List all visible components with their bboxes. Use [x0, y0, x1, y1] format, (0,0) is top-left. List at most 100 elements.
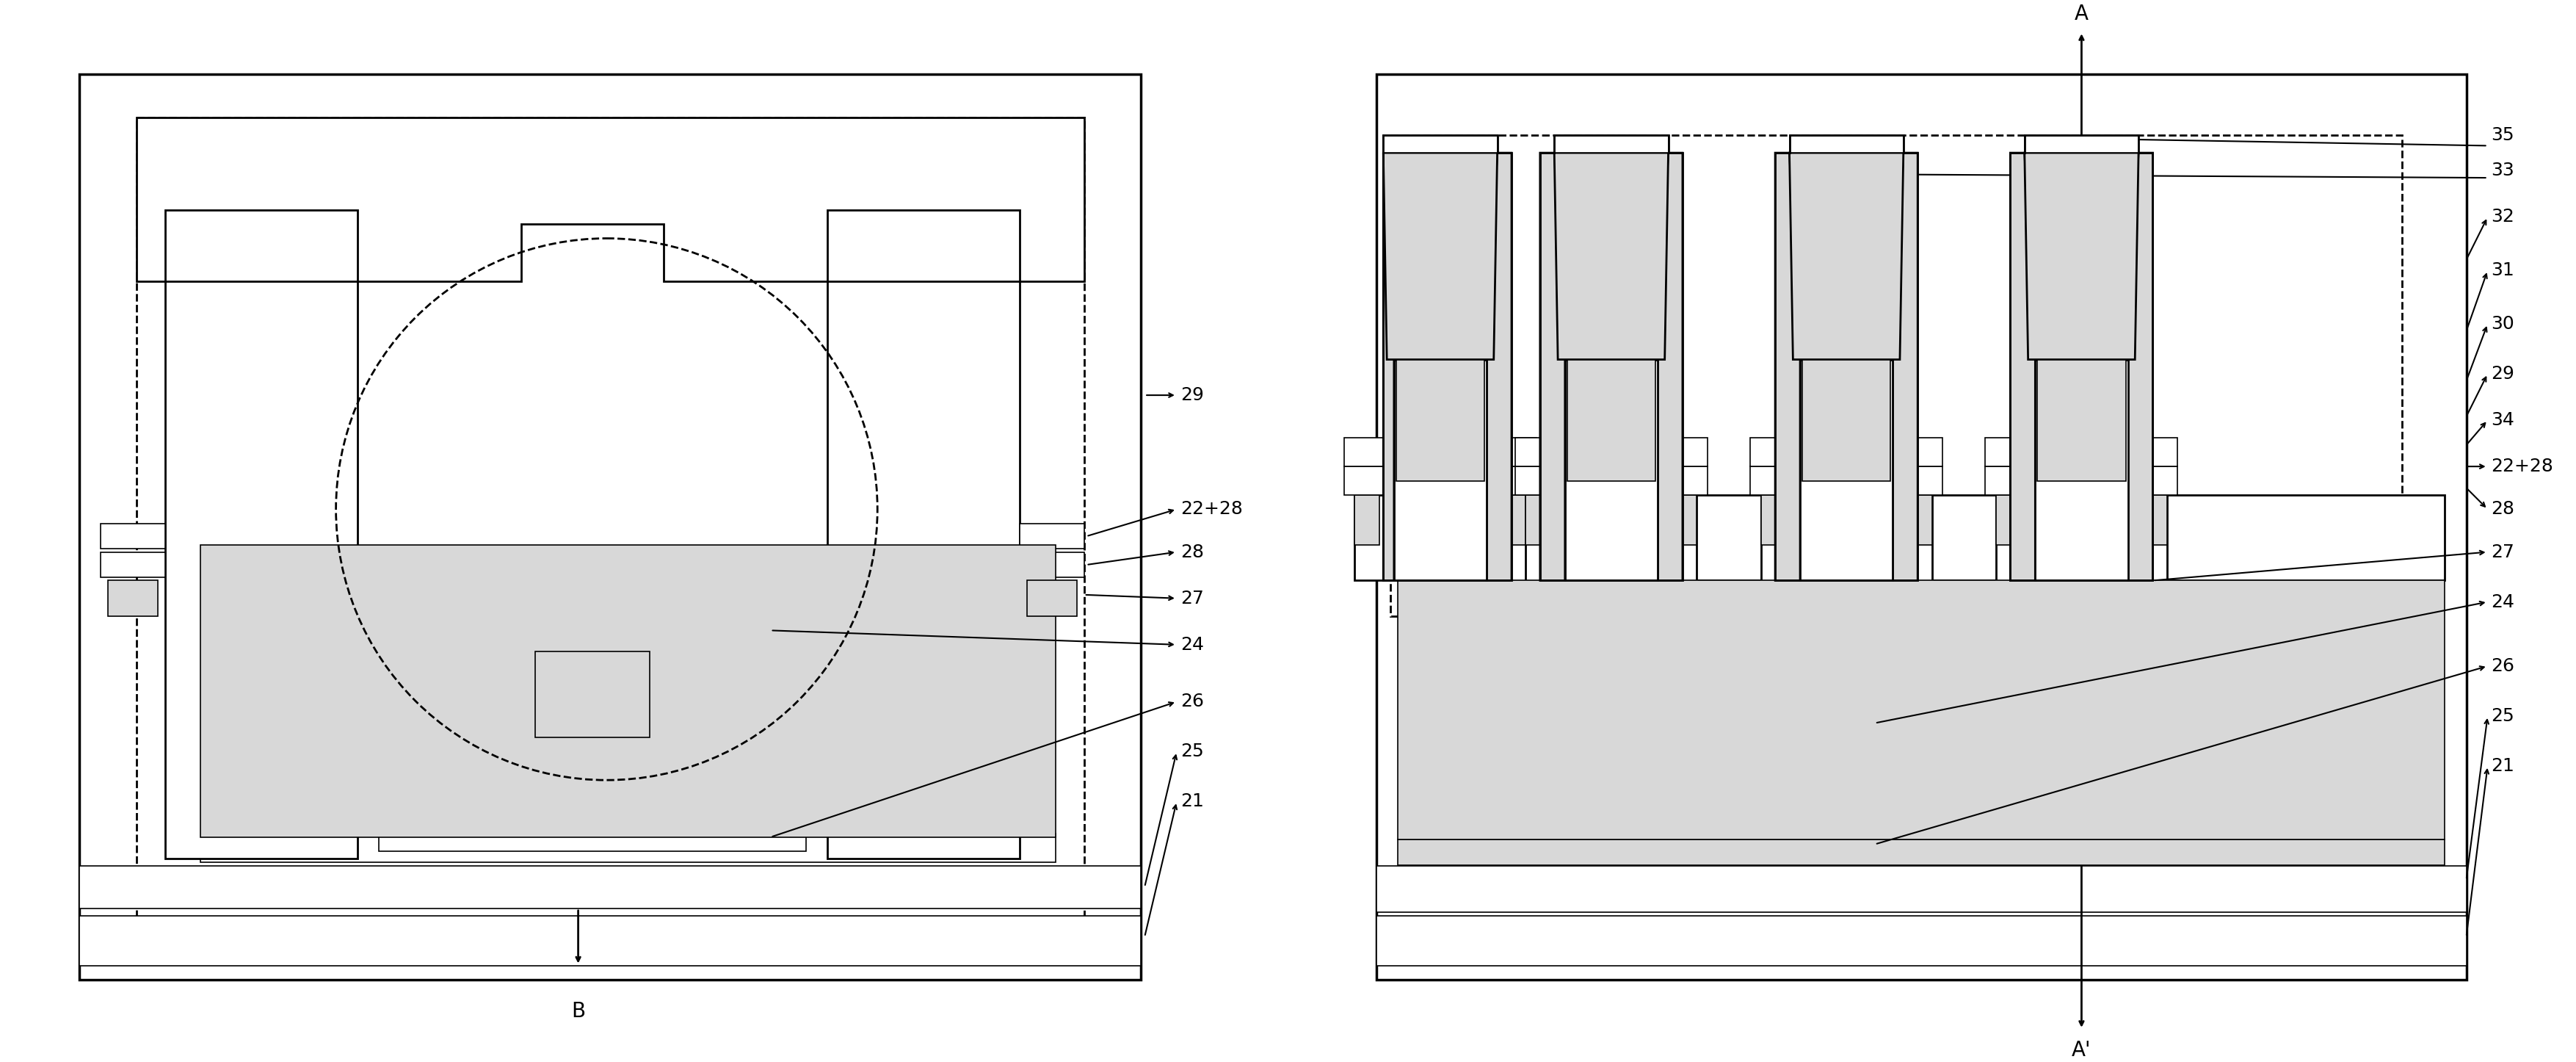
Polygon shape	[1893, 153, 1917, 581]
Polygon shape	[1540, 153, 1566, 581]
Polygon shape	[1028, 581, 1077, 616]
Text: 32: 32	[2491, 208, 2514, 226]
Polygon shape	[1906, 495, 1932, 545]
Polygon shape	[1932, 495, 1996, 581]
Polygon shape	[2009, 153, 2035, 581]
Polygon shape	[1803, 360, 1891, 481]
Polygon shape	[1383, 153, 1394, 581]
Polygon shape	[1986, 438, 2025, 466]
Polygon shape	[2138, 466, 2177, 495]
Polygon shape	[137, 117, 1084, 281]
Polygon shape	[1020, 552, 1084, 577]
Text: 25: 25	[1180, 742, 1203, 760]
Polygon shape	[2143, 495, 2166, 545]
Text: 30: 30	[2491, 315, 2514, 332]
Polygon shape	[1762, 495, 1785, 545]
Polygon shape	[1376, 915, 2465, 965]
Polygon shape	[1020, 524, 1084, 548]
Polygon shape	[1986, 466, 2025, 495]
Polygon shape	[1749, 466, 1790, 495]
Text: 29: 29	[2491, 365, 2514, 382]
Polygon shape	[80, 74, 1141, 979]
Polygon shape	[1383, 135, 1497, 153]
Text: 24: 24	[2491, 593, 2514, 611]
Text: B: B	[572, 1001, 585, 1022]
Polygon shape	[2035, 360, 2128, 581]
Polygon shape	[1355, 495, 1399, 581]
Text: 26: 26	[2491, 657, 2514, 674]
Polygon shape	[1790, 135, 1904, 153]
Polygon shape	[1376, 866, 2465, 912]
Polygon shape	[1383, 153, 1497, 360]
Text: 34: 34	[2491, 411, 2514, 429]
Polygon shape	[1698, 495, 1762, 581]
Polygon shape	[1669, 438, 1708, 466]
Text: 33: 33	[2491, 161, 2514, 179]
Polygon shape	[379, 652, 435, 837]
Polygon shape	[1672, 495, 1698, 545]
Polygon shape	[1394, 360, 1486, 581]
Polygon shape	[1399, 839, 2445, 864]
Polygon shape	[1669, 466, 1708, 495]
Polygon shape	[2025, 135, 2138, 153]
Polygon shape	[1345, 466, 1383, 495]
Polygon shape	[201, 545, 1056, 837]
Polygon shape	[1904, 438, 1942, 466]
Polygon shape	[1566, 360, 1656, 481]
Polygon shape	[1996, 495, 2022, 545]
Polygon shape	[165, 281, 358, 858]
Text: 31: 31	[2491, 261, 2514, 279]
Polygon shape	[1553, 153, 1669, 360]
Polygon shape	[108, 581, 157, 616]
Text: 27: 27	[1180, 589, 1203, 607]
Text: 28: 28	[1180, 543, 1203, 561]
Text: 21: 21	[2491, 757, 2514, 774]
Polygon shape	[750, 652, 806, 837]
Text: 27: 27	[2491, 543, 2514, 561]
Text: 24: 24	[1180, 636, 1203, 653]
Text: A: A	[2074, 4, 2089, 24]
Text: 22+28: 22+28	[2491, 458, 2553, 476]
Polygon shape	[2038, 360, 2125, 481]
Polygon shape	[1502, 495, 1525, 545]
Polygon shape	[2166, 495, 2445, 581]
Text: 29: 29	[1180, 387, 1203, 404]
Text: 21: 21	[1180, 792, 1203, 810]
Polygon shape	[1345, 438, 1383, 466]
Text: 28: 28	[2491, 500, 2514, 518]
Polygon shape	[80, 866, 1141, 908]
Polygon shape	[1515, 438, 1553, 466]
Polygon shape	[1515, 466, 1553, 495]
Polygon shape	[1801, 360, 1893, 581]
Text: 22+28: 22+28	[1180, 500, 1242, 518]
Polygon shape	[100, 524, 165, 548]
Polygon shape	[1497, 438, 1535, 466]
Polygon shape	[1525, 495, 1551, 545]
Polygon shape	[379, 794, 806, 852]
Text: 35: 35	[2491, 126, 2514, 143]
Polygon shape	[1355, 495, 1381, 545]
Polygon shape	[1790, 153, 1904, 360]
Text: A': A'	[2071, 1041, 2092, 1061]
Polygon shape	[100, 552, 165, 577]
Text: 25: 25	[2491, 707, 2514, 724]
Polygon shape	[1497, 466, 1535, 495]
Polygon shape	[1396, 360, 1484, 481]
Polygon shape	[1376, 74, 2465, 979]
Polygon shape	[827, 281, 1020, 858]
Polygon shape	[1486, 153, 1512, 581]
Polygon shape	[1749, 438, 1790, 466]
Polygon shape	[1566, 360, 1656, 581]
Polygon shape	[1656, 153, 1682, 581]
Polygon shape	[1775, 153, 1801, 581]
Text: 26: 26	[1180, 692, 1203, 710]
Polygon shape	[80, 915, 1141, 965]
Polygon shape	[536, 652, 649, 737]
Polygon shape	[1399, 581, 2445, 839]
Polygon shape	[201, 834, 1056, 862]
Polygon shape	[2128, 153, 2154, 581]
Polygon shape	[2138, 438, 2177, 466]
Polygon shape	[2025, 153, 2138, 360]
Polygon shape	[1553, 135, 1669, 153]
Polygon shape	[1904, 466, 1942, 495]
